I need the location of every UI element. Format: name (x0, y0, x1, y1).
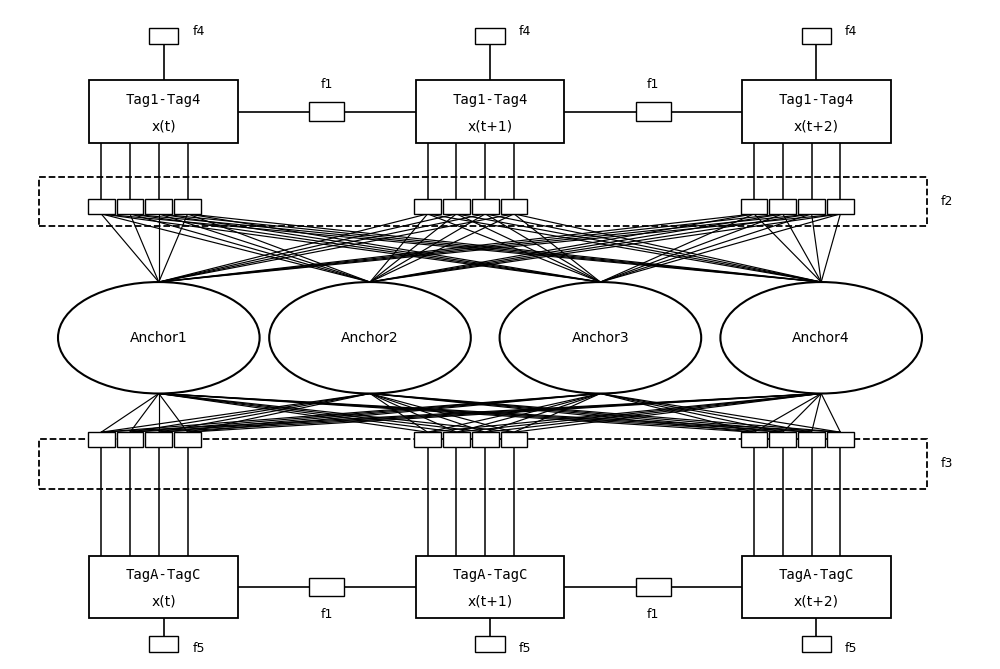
Bar (117, 432, 143, 447)
Bar (39, 177, 927, 226)
Bar (636, 577, 671, 596)
Bar (802, 28, 831, 44)
Text: Tag1-Tag4: Tag1-Tag4 (779, 93, 854, 107)
Bar (416, 80, 564, 142)
Bar (742, 80, 891, 142)
Text: Anchor1: Anchor1 (130, 330, 188, 345)
Text: f1: f1 (647, 608, 659, 621)
Bar (145, 432, 172, 447)
Bar (769, 199, 796, 214)
Text: x(t+1): x(t+1) (467, 594, 513, 608)
Text: f1: f1 (321, 608, 333, 621)
Bar (309, 577, 344, 596)
Bar (742, 556, 891, 618)
Bar (416, 556, 564, 618)
Bar (145, 199, 172, 214)
Bar (475, 636, 505, 652)
Bar (89, 80, 238, 142)
Bar (89, 556, 238, 618)
Text: f2: f2 (941, 195, 954, 208)
Text: Tag1-Tag4: Tag1-Tag4 (452, 93, 528, 107)
Bar (88, 199, 115, 214)
Bar (174, 199, 201, 214)
Bar (88, 432, 115, 447)
Text: f3: f3 (941, 458, 954, 470)
Bar (827, 199, 854, 214)
Text: TagA-TagC: TagA-TagC (126, 568, 201, 582)
Text: f4: f4 (845, 25, 858, 38)
Text: TagA-TagC: TagA-TagC (779, 568, 854, 582)
Bar (39, 440, 927, 488)
Text: f5: f5 (845, 642, 858, 655)
Ellipse shape (269, 282, 471, 393)
Bar (309, 102, 344, 121)
Bar (149, 636, 178, 652)
Text: x(t+2): x(t+2) (794, 594, 839, 608)
Text: Anchor4: Anchor4 (792, 330, 850, 345)
Bar (174, 432, 201, 447)
Bar (117, 199, 143, 214)
Bar (741, 199, 767, 214)
Bar (472, 432, 499, 447)
Bar (443, 199, 470, 214)
Text: Tag1-Tag4: Tag1-Tag4 (126, 93, 201, 107)
Bar (501, 199, 527, 214)
Bar (827, 432, 854, 447)
Bar (149, 28, 178, 44)
Ellipse shape (500, 282, 701, 393)
Bar (414, 199, 441, 214)
Ellipse shape (58, 282, 260, 393)
Text: f5: f5 (192, 642, 205, 655)
Bar (798, 432, 825, 447)
Bar (472, 199, 499, 214)
Text: Anchor2: Anchor2 (341, 330, 399, 345)
Bar (741, 432, 767, 447)
Ellipse shape (720, 282, 922, 393)
Text: f1: f1 (647, 78, 659, 90)
Text: f1: f1 (321, 78, 333, 90)
Bar (798, 199, 825, 214)
Text: x(t+2): x(t+2) (794, 119, 839, 133)
Text: Anchor3: Anchor3 (572, 330, 629, 345)
Bar (636, 102, 671, 121)
Bar (802, 636, 831, 652)
Text: f4: f4 (192, 25, 205, 38)
Text: f4: f4 (519, 25, 531, 38)
Text: f5: f5 (519, 642, 531, 655)
Bar (443, 432, 470, 447)
Text: x(t): x(t) (151, 594, 176, 608)
Text: x(t+1): x(t+1) (467, 119, 513, 133)
Bar (769, 432, 796, 447)
Bar (414, 432, 441, 447)
Text: x(t): x(t) (151, 119, 176, 133)
Text: TagA-TagC: TagA-TagC (452, 568, 528, 582)
Bar (475, 28, 505, 44)
Bar (501, 432, 527, 447)
